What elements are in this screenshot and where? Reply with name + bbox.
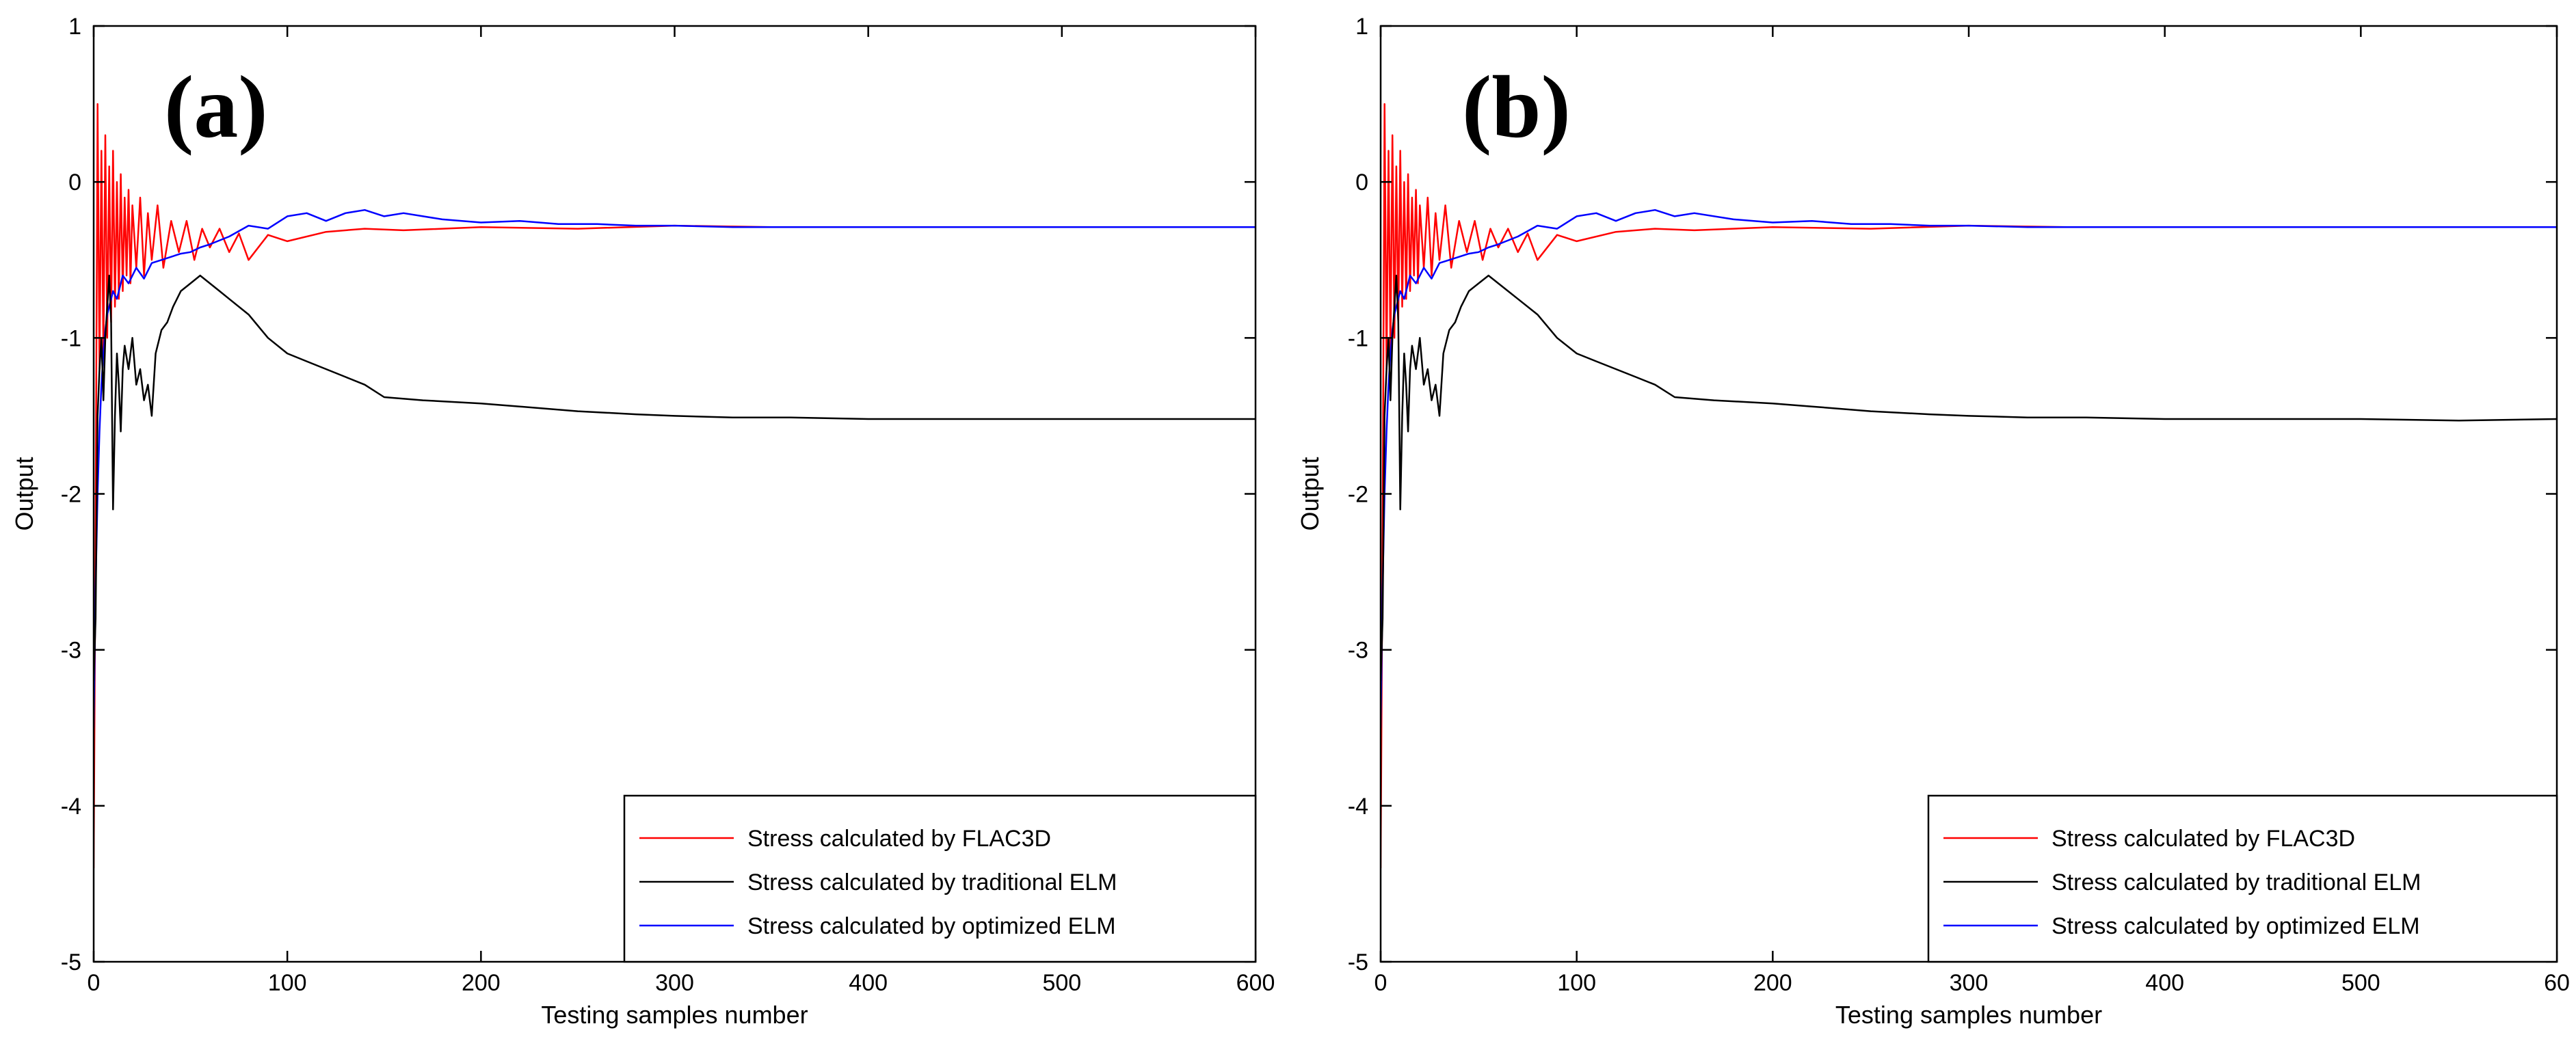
chart-a-x-tick-label: 600	[1236, 970, 1275, 996]
chart-b-x-tick-label: 500	[2341, 970, 2380, 996]
chart-b-y-tick-label: -1	[1348, 325, 1368, 351]
chart-b-x-tick-label: 300	[1950, 970, 1989, 996]
chart-a-legend-entry: Stress calculated by traditional ELM	[747, 869, 1117, 895]
chart-a-legend: Stress calculated by FLAC3D Stress calcul…	[623, 794, 1257, 963]
chart-a-legend-box	[623, 794, 1257, 963]
chart-b-x-tick-label: 200	[1753, 970, 1792, 996]
chart-a-y-tick-label: -2	[61, 482, 81, 508]
chart-b-legend-entry: Stress calculated by FLAC3D	[2051, 826, 2355, 852]
chart-b-y-axis-label: Output	[1296, 457, 1324, 530]
chart-b-series-traditional-elm-line	[1381, 274, 2557, 682]
chart-a-legend-entry: Stress calculated by FLAC3D	[747, 826, 1051, 852]
chart-a-x-tick-label: 0	[88, 970, 101, 996]
chart-b-y-tick-label: 1	[1355, 14, 1368, 40]
chart-a-series-flac3d-line	[94, 103, 1256, 869]
chart-b-x-axis-label: Testing samples number	[1835, 1001, 2102, 1029]
chart-panel-b: 0 100 200 300 400 500 60 1 0 -1 -2 -3 -4 -5 Testing sa…	[1286, 0, 2576, 1052]
chart-a-y-tick-label: -1	[61, 325, 81, 351]
chart-a-x-tick-label: 100	[268, 970, 307, 996]
chart-b-x-tick-label: 60	[2544, 970, 2570, 996]
chart-b-y-tick-label: -2	[1348, 482, 1368, 508]
chart-a-x-tick-label: 300	[655, 970, 694, 996]
chart-a-y-tick-label: -3	[61, 638, 81, 664]
chart-a-series-traditional-elm-line	[94, 274, 1256, 682]
chart-b-series-flac3d-line	[1381, 103, 2557, 869]
chart-a-legend-entry: Stress calculated by optimized ELM	[747, 913, 1116, 939]
chart-b-panel-label: (b)	[1462, 58, 1571, 157]
chart-a-x-axis-label: Testing samples number	[541, 1001, 808, 1029]
chart-b-y-tick-label: -3	[1348, 638, 1368, 664]
chart-a-svg: 0 100 200 300 400 500 600 1 0 -1 -2 -3 -4 -5 Testing s…	[10, 14, 1275, 1029]
chart-a-x-tick-label: 400	[849, 970, 888, 996]
chart-a-x-tick-label: 200	[462, 970, 501, 996]
chart-b-x-tick-label: 400	[2145, 970, 2184, 996]
chart-b-y-tick-label: -4	[1348, 794, 1368, 820]
chart-panel-a: 0 100 200 300 400 500 600 1 0 -1 -2 -3 -4 -5 Testing s…	[0, 0, 1286, 1052]
chart-b-legend: Stress calculated by FLAC3D Stress calcul…	[1927, 794, 2558, 963]
chart-b-legend-entry: Stress calculated by optimized ELM	[2051, 913, 2420, 939]
chart-a-plot-area	[94, 103, 1256, 869]
chart-b-y-tick-label: -5	[1348, 949, 1368, 975]
chart-a-series-optimized-elm-line	[94, 208, 1256, 728]
chart-b-legend-entry: Stress calculated by traditional ELM	[2051, 869, 2421, 895]
chart-a-y-tick-label: 1	[68, 14, 81, 40]
chart-a-y-tick-label: 0	[68, 170, 81, 195]
chart-b-legend-box	[1927, 794, 2558, 963]
chart-b-series-optimized-elm-line	[1381, 208, 2557, 728]
chart-a-y-axis-label: Output	[10, 457, 38, 530]
chart-b-x-tick-label: 0	[1375, 970, 1387, 996]
chart-a-y-tick-label: -4	[61, 794, 81, 820]
chart-a-y-tick-label: -5	[61, 949, 81, 975]
chart-b-plot-area	[1381, 103, 2557, 869]
chart-b-x-tick-label: 100	[1557, 970, 1596, 996]
chart-a-panel-label: (a)	[164, 58, 268, 157]
chart-a-x-tick-label: 500	[1042, 970, 1081, 996]
chart-b-svg: 0 100 200 300 400 500 60 1 0 -1 -2 -3 -4 -5 Testing sa…	[1296, 14, 2570, 1029]
chart-b-y-tick-label: 0	[1355, 170, 1368, 195]
